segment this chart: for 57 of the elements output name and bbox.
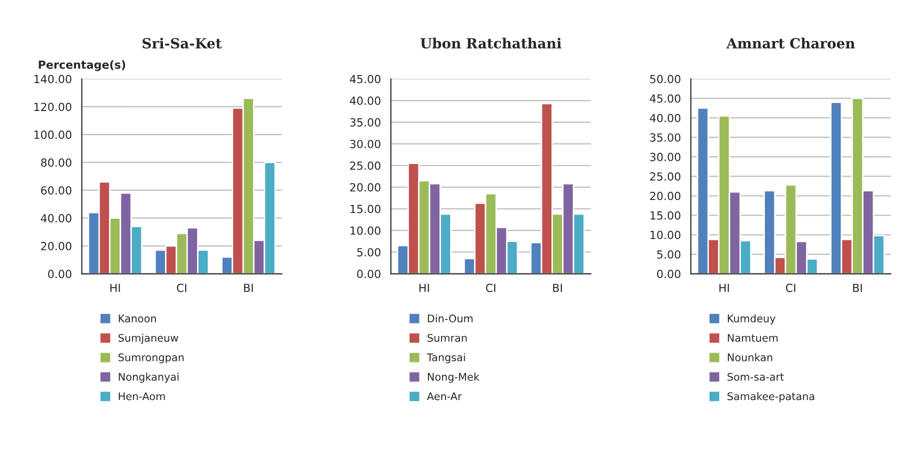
y-tick-label: 120.00 (34, 102, 72, 112)
x-tick-label: HI (110, 284, 120, 292)
y-tick-label: 40.00 (40, 214, 72, 222)
x-tick-label: CI (486, 284, 496, 292)
y-tick-label: 0.00 (357, 270, 380, 278)
y-tick-label: 30.00 (650, 152, 680, 162)
y-tick-label: 15.00 (650, 211, 680, 220)
y-tick-label: 35.00 (350, 118, 380, 127)
y-tick-label: 5.00 (357, 248, 380, 256)
x-tick-label: BI (553, 284, 562, 292)
y-tick-label: 0.00 (48, 270, 72, 278)
y-tick-label: 40.00 (350, 96, 380, 105)
chart-title: Sri-Sa-Ket (142, 38, 222, 49)
legend-label: Namtuem (728, 334, 778, 342)
legend-label: Nongkanyai (118, 372, 179, 383)
y-tick-label: 25.00 (350, 161, 380, 170)
legend-label: Sumjaneuw (118, 334, 178, 344)
y-tick-label: 50.00 (650, 74, 680, 84)
y-tick-label: 30.00 (350, 140, 380, 148)
y-tick-label: 20.00 (650, 192, 680, 200)
legend-label: Tangsai (426, 353, 465, 364)
y-tick-label: 20.00 (41, 242, 72, 250)
y-tick-label: 60.00 (41, 186, 72, 195)
legend-label: Kanoon (118, 314, 156, 322)
y-tick-label: 25.00 (650, 172, 680, 181)
legend-label: Din-Oum (428, 314, 473, 322)
y-tick-label: 5.00 (657, 250, 680, 259)
y-tick-label: 20.00 (350, 183, 380, 192)
chart-title: Amnart Charoen (726, 38, 855, 49)
legend-label: Aen-Ar (426, 392, 462, 400)
y-tick-label: 80.00 (41, 158, 72, 167)
x-tick-label: CI (786, 284, 796, 292)
legend-label: Hen-Aom (118, 392, 165, 400)
legend-label: Som-sa-art (728, 372, 784, 381)
y-axis-title: Percentage(s) (38, 60, 126, 72)
x-tick-label: HI (719, 284, 729, 292)
legend-label: Sumrongpan (118, 353, 184, 364)
x-tick-label: HI (419, 284, 429, 292)
x-tick-label: CI (176, 284, 186, 292)
y-tick-label: 100.00 (34, 130, 72, 139)
legend-label: Nounkan (728, 353, 772, 362)
chart-title: Ubon Ratchathani (420, 38, 562, 49)
y-tick-label: 140.00 (34, 74, 72, 84)
legend-label: Kumdeuy (728, 314, 776, 324)
y-tick-label: 35.00 (650, 133, 680, 142)
y-tick-label: 10.00 (350, 226, 380, 235)
y-tick-label: 45.00 (350, 74, 380, 84)
legend-label: Nong-Mek (428, 372, 480, 383)
y-tick-label: 0.00 (657, 270, 680, 278)
y-tick-label: 40.00 (650, 114, 680, 122)
legend-label: Samakee-patana (728, 392, 814, 402)
y-tick-label: 10.00 (650, 230, 680, 240)
x-tick-label: BI (244, 284, 253, 292)
x-tick-label: BI (853, 284, 862, 292)
y-tick-label: 15.00 (350, 204, 380, 214)
y-tick-label: 45.00 (650, 94, 680, 103)
legend-label: Sumran (428, 334, 467, 342)
